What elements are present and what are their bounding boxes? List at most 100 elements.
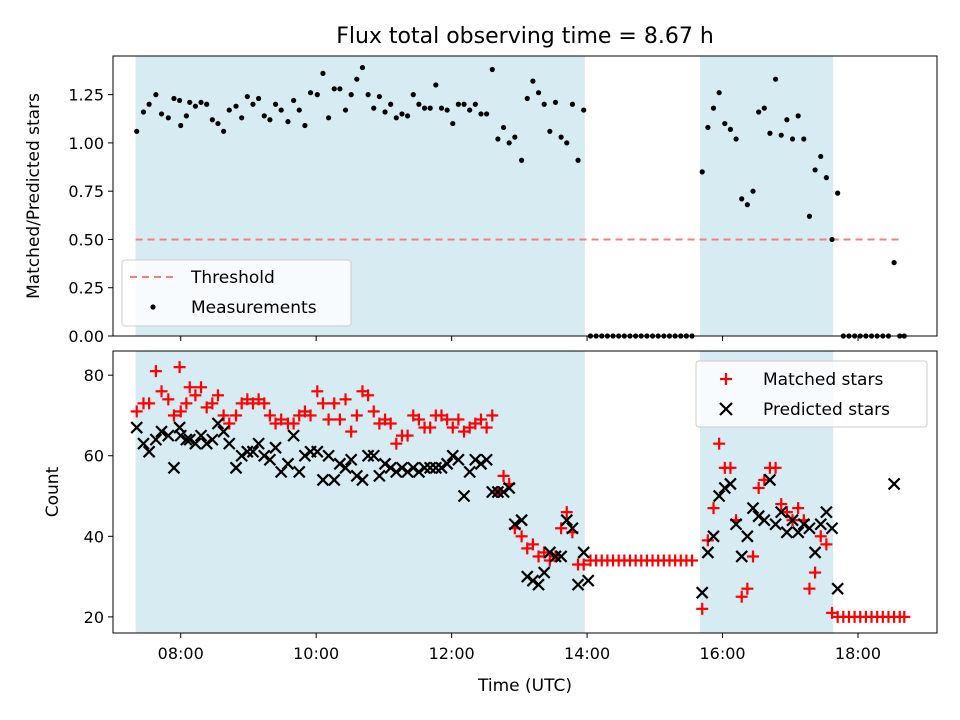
predicted-star-point (412, 465, 426, 479)
matched-star-point (384, 417, 397, 430)
measurement-point (178, 122, 184, 129)
predicted-star-point (786, 513, 799, 527)
measurement-point (134, 128, 140, 134)
predicted-star-point (155, 425, 168, 438)
bottom-legend-box (695, 360, 928, 428)
measurement-point (705, 124, 711, 131)
measurement-point (376, 93, 382, 100)
measurement-point (320, 70, 326, 76)
predicted-star-point (769, 517, 782, 531)
measurement-point (835, 190, 841, 196)
measurement-point (325, 115, 332, 121)
matched-star-point (258, 397, 271, 410)
measurement-point (772, 76, 779, 82)
matched-star-point (174, 405, 187, 418)
predicted-star-point (758, 513, 771, 527)
bottom-x-ticks: 08:00 10:00 12:00 14:00 16:00 18:00 (158, 633, 881, 663)
predicted-star-point (292, 465, 306, 479)
measurement-point (484, 111, 490, 117)
measurement-point (215, 120, 221, 127)
predicted-star-point (311, 445, 324, 458)
measurement-point (331, 86, 337, 92)
matched-star-point (758, 473, 771, 486)
matched-star-point (322, 413, 335, 426)
predicted-star-point (532, 578, 545, 591)
measurement-point (756, 109, 762, 115)
matched-star-point (441, 413, 454, 426)
measurement-point (359, 64, 366, 71)
predicted-star-point (543, 546, 557, 559)
measurements-legend-swatch (150, 304, 156, 310)
predicted-legend-swatch (719, 402, 733, 416)
measurement-point (267, 117, 273, 123)
predicted-star-point (367, 449, 381, 463)
predicted-star-point (537, 566, 551, 579)
measurement-point (547, 128, 553, 134)
bottom-y-tick-label: 80 (84, 366, 104, 385)
predicted-star-point (252, 437, 265, 450)
matched-star-point (287, 417, 300, 430)
measurement-point (438, 105, 445, 111)
measurement-point (165, 115, 171, 121)
predicted-star-point (463, 465, 476, 479)
predicted-star-point (735, 550, 749, 563)
predicted-star-point (390, 465, 403, 479)
predicted-star-point (515, 513, 528, 527)
matched-star-point (560, 506, 573, 519)
top-y-axis-label: Matched/Predicted stars (24, 93, 44, 299)
measurement-point (278, 107, 284, 113)
predicted-star-point (791, 526, 805, 539)
matched-stars-series (130, 361, 911, 623)
predicted-star-point (887, 477, 901, 491)
predicted-star-point (763, 473, 777, 487)
matched-star-point (211, 389, 224, 402)
measurement-point (524, 95, 530, 102)
measurement-point (158, 111, 165, 117)
matched-star-point (316, 397, 329, 410)
predicted-star-point (327, 473, 341, 487)
measurement-point (535, 90, 542, 96)
measurement-point (348, 92, 354, 98)
measurement-point (500, 124, 507, 131)
matched-star-point (713, 437, 726, 450)
measurement-point (256, 95, 262, 102)
matched-star-point (686, 554, 699, 567)
predicted-star-point (235, 449, 248, 463)
predicted-star-point (491, 485, 505, 499)
measurement-point (314, 92, 320, 98)
measurement-point (750, 188, 756, 194)
measurement-point (575, 157, 581, 163)
matched-star-point (173, 361, 186, 374)
bottom-y-tick-label: 20 (84, 608, 104, 627)
predicted-star-point (174, 429, 188, 442)
matched-legend-label: Matched stars (763, 370, 883, 390)
measurement-point (261, 113, 267, 119)
measurement-point (829, 236, 835, 243)
matched-star-point (696, 602, 709, 615)
predicted-star-point (183, 433, 197, 446)
matched-legend-swatch (720, 373, 732, 385)
predicted-star-point (142, 445, 156, 458)
predicted-star-point (497, 485, 510, 499)
matched-star-point (230, 409, 243, 422)
bottom-axes-frame (112, 350, 938, 634)
measurement-point (405, 113, 411, 119)
bottom-observing-window-1 (135, 351, 585, 633)
predicted-star-point (724, 477, 737, 491)
matched-star-point (769, 461, 782, 474)
matched-star-point (803, 582, 816, 595)
predicted-star-point (695, 586, 709, 599)
matched-star-point (446, 421, 459, 434)
measurement-point (722, 120, 728, 127)
measurement-point (140, 109, 147, 115)
predicted-star-point (194, 429, 208, 442)
measurement-point (239, 115, 245, 121)
predicted-star-point (814, 517, 828, 531)
measurement-point (192, 103, 198, 109)
predicted-star-point (480, 453, 493, 467)
measurement-point (272, 101, 279, 107)
matched-star-point (538, 546, 551, 559)
predicted-star-point (554, 550, 568, 563)
predicted-star-point (263, 453, 277, 467)
matched-star-point (149, 365, 162, 378)
